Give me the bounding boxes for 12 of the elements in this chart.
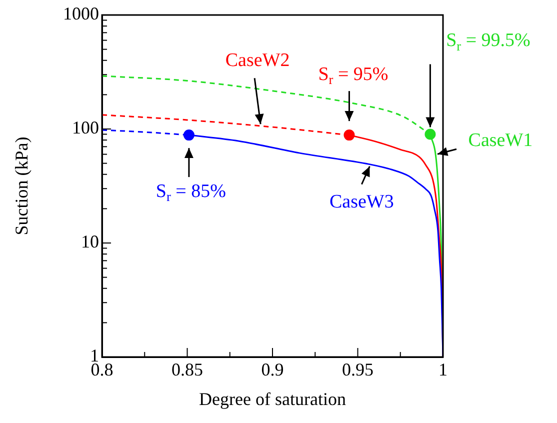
x-tick-label: 1 xyxy=(438,360,448,380)
annotation: CaseW1 xyxy=(468,130,533,152)
y-tick-label: 1000 xyxy=(63,4,99,24)
x-axis-title: Degree of saturation xyxy=(199,388,346,409)
x-tick-label: 0.9 xyxy=(261,360,284,380)
x-tick-label: 0.95 xyxy=(342,360,374,380)
y-tick-label: 100 xyxy=(72,118,99,138)
y-axis-title: Suction (kPa) xyxy=(12,136,32,236)
x-tick-label: 0.85 xyxy=(172,360,203,380)
annotation: CaseW2 xyxy=(225,50,290,72)
annotation: CaseW3 xyxy=(330,191,394,212)
y-tick-label: 10 xyxy=(81,232,99,252)
